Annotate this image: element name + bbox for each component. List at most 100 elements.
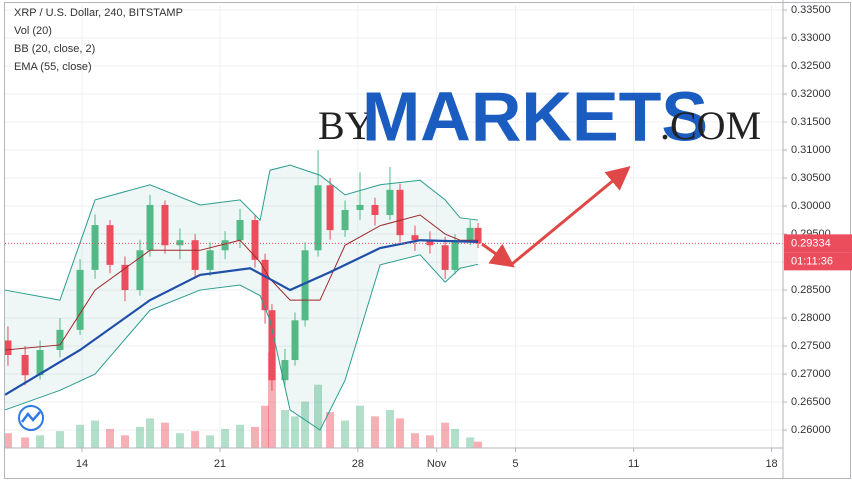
candle-body bbox=[314, 185, 322, 251]
candle-body bbox=[221, 240, 229, 251]
volume-bar bbox=[36, 435, 45, 448]
volume-bar bbox=[55, 431, 64, 448]
indicator-line bbox=[4, 239, 479, 396]
volume-bar bbox=[474, 441, 483, 448]
candle-body bbox=[411, 235, 419, 241]
y-tick-label: 0.33500 bbox=[791, 4, 831, 16]
candle-body bbox=[474, 227, 482, 244]
volume-bar bbox=[76, 424, 85, 448]
volume-bar bbox=[326, 412, 335, 448]
plot bbox=[3, 150, 783, 448]
volume-bar bbox=[146, 418, 155, 448]
y-tick-label: 0.32500 bbox=[791, 60, 831, 72]
volume-bar bbox=[160, 422, 169, 448]
last-price-label: 0.29334 bbox=[791, 237, 831, 249]
legend-entry: EMA (55, close) bbox=[14, 61, 92, 73]
candle-body bbox=[371, 204, 379, 216]
y-tick-label: 0.27000 bbox=[791, 368, 831, 380]
volume-bar bbox=[341, 420, 350, 448]
candle-body bbox=[451, 240, 459, 270]
volume-bar bbox=[120, 435, 129, 448]
candle-body bbox=[206, 250, 214, 270]
candle-body bbox=[176, 240, 184, 246]
volume-bar bbox=[370, 416, 379, 448]
candle-body bbox=[356, 204, 364, 210]
volume-bar bbox=[221, 429, 230, 448]
grid bbox=[5, 5, 783, 448]
volume-bar bbox=[425, 435, 434, 448]
candle-body bbox=[326, 185, 334, 231]
y-tick-label: 0.26500 bbox=[791, 396, 831, 408]
y-tick-label: 0.33000 bbox=[791, 32, 831, 44]
x-tick-label: 21 bbox=[214, 458, 226, 470]
watermark-by: BY bbox=[318, 103, 374, 148]
volume-bar bbox=[301, 401, 310, 448]
candle-body bbox=[341, 209, 349, 231]
candle-body bbox=[251, 220, 259, 260]
indicator-line bbox=[4, 254, 479, 431]
candle-body bbox=[386, 189, 394, 216]
volume-bar bbox=[466, 437, 475, 448]
candle-body bbox=[466, 227, 474, 241]
volume-bar bbox=[314, 384, 323, 448]
y-tick-label: 0.30500 bbox=[791, 172, 831, 184]
volume-bar bbox=[356, 405, 365, 448]
volume-bar bbox=[91, 420, 100, 448]
indicator-line bbox=[4, 214, 479, 351]
x-tick-label: 18 bbox=[765, 458, 777, 470]
watermark-com: .COM bbox=[660, 103, 761, 148]
volume-bar bbox=[3, 433, 12, 448]
x-tick-label: Nov bbox=[427, 458, 447, 470]
x-tick-label: 5 bbox=[512, 458, 518, 470]
volume-bar bbox=[441, 422, 450, 448]
volume-bar bbox=[385, 410, 394, 448]
candle-body bbox=[291, 320, 299, 361]
volume-bar bbox=[291, 416, 300, 448]
watermark-markets: MARKETS bbox=[362, 77, 708, 155]
x-tick-label: 28 bbox=[352, 458, 364, 470]
candle-body bbox=[76, 269, 84, 330]
candle-body bbox=[136, 250, 144, 291]
volume-bar bbox=[280, 410, 289, 448]
volume-bar bbox=[396, 418, 405, 448]
y-tick-label: 0.27500 bbox=[791, 340, 831, 352]
y-tick-label: 0.32000 bbox=[791, 88, 831, 100]
candle-body bbox=[441, 245, 449, 270]
volume-bar bbox=[261, 405, 270, 448]
candle-body bbox=[21, 355, 29, 376]
countdown-label: 01:11:36 bbox=[791, 255, 833, 267]
y-tick-label: 0.30000 bbox=[791, 200, 831, 212]
volume-bar bbox=[175, 433, 184, 448]
volume-bar bbox=[191, 431, 200, 448]
candle-body bbox=[121, 264, 129, 291]
candle-body bbox=[161, 204, 169, 246]
last-price-box bbox=[784, 234, 852, 253]
volume-bar bbox=[206, 435, 215, 448]
legend-entry: BB (20, close, 2) bbox=[14, 43, 95, 55]
volume-bar bbox=[267, 353, 276, 448]
annotation-arrow bbox=[481, 242, 515, 268]
candle-body bbox=[4, 340, 12, 356]
candle-body bbox=[106, 225, 114, 265]
volume-bar bbox=[251, 426, 260, 448]
volume-bar bbox=[450, 429, 459, 448]
candle-body bbox=[191, 240, 199, 270]
y-tick-label: 0.26000 bbox=[791, 424, 831, 436]
y-tick-label: 0.31000 bbox=[791, 144, 831, 156]
candle-body bbox=[56, 329, 64, 350]
x-tick-label: 11 bbox=[628, 458, 639, 470]
annotation-arrow bbox=[511, 166, 631, 266]
legend-entry: Vol (20) bbox=[14, 25, 52, 37]
candle-body bbox=[301, 250, 309, 321]
volume-bar bbox=[21, 437, 30, 448]
bb-fill bbox=[5, 165, 479, 431]
volume-bar bbox=[410, 433, 419, 448]
candle-body bbox=[91, 225, 99, 270]
y-tick-label: 0.28500 bbox=[791, 284, 831, 296]
x-tick-label: 14 bbox=[76, 458, 88, 470]
candle-body bbox=[36, 349, 44, 376]
indicator-line bbox=[4, 164, 479, 301]
candle-body bbox=[146, 204, 154, 251]
volume-bar bbox=[135, 426, 144, 448]
